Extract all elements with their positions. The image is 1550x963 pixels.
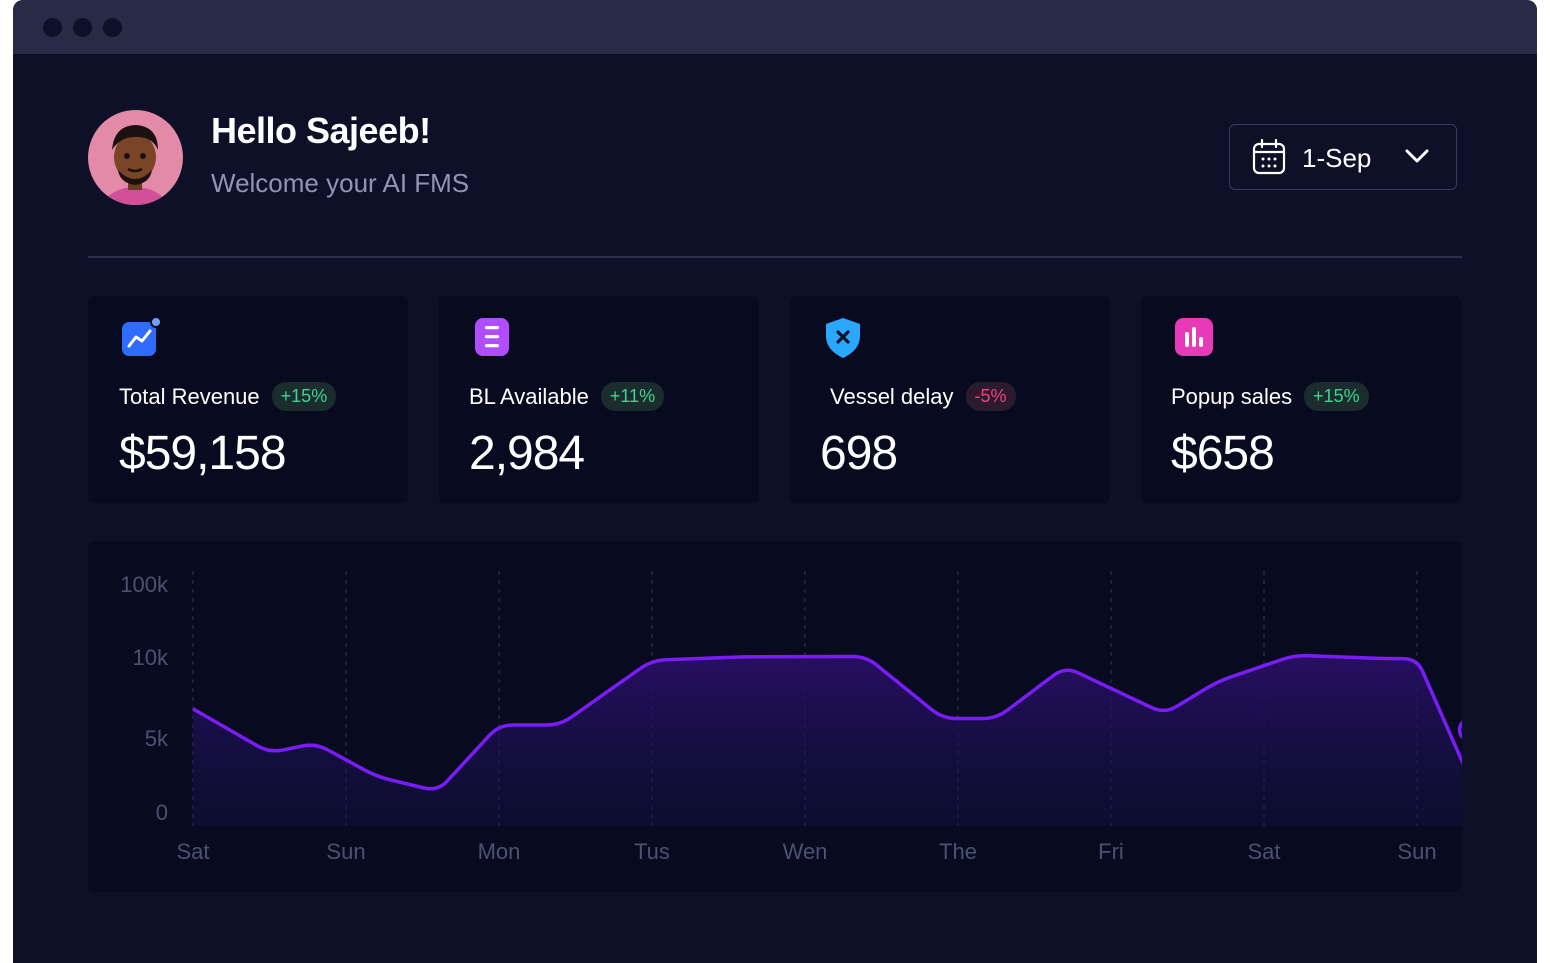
maximize-window-button[interactable] [103, 18, 122, 37]
calendar-icon [1252, 139, 1286, 175]
x-tick-label: Tus [634, 839, 670, 864]
x-tick-label: Fri [1098, 839, 1124, 864]
x-tick-label: Sat [1247, 839, 1280, 864]
area-fill [193, 655, 1462, 826]
activity-chart: 100k 10k 5k 0 Sat Sun Mon Tus Wen The Fri Sat Sun [88, 541, 1462, 892]
stat-value: 2,984 [469, 427, 585, 480]
y-tick-label: 10k [133, 645, 169, 670]
stat-value: $59,158 [119, 427, 287, 480]
header-divider [88, 256, 1462, 258]
x-tick-label: Sat [176, 839, 209, 864]
y-tick-label: 100k [120, 572, 169, 597]
date-picker-value: 1-Sep [1302, 143, 1372, 173]
trend-chart-icon [122, 318, 162, 356]
date-picker[interactable]: 1-Sep [1229, 124, 1457, 190]
stat-label-text: Popup sales [1171, 383, 1293, 409]
x-tick-label: Mon [478, 839, 521, 864]
chevron-down-icon [1405, 149, 1429, 163]
stat-label-text: Total Revenue [119, 383, 260, 409]
avatar-illustration [101, 125, 169, 205]
stat-card-bl-available[interactable]: BL Available +11% 2,984 [439, 296, 759, 503]
shield-x-icon [826, 318, 860, 358]
x-tick-label: Sun [326, 839, 365, 864]
x-tick-label: Wen [783, 839, 828, 864]
greeting-heading: Hello Sajeeb! [211, 110, 431, 151]
stat-card-total-revenue[interactable]: Total Revenue +15% $59,158 [88, 296, 408, 503]
y-tick-label: 0 [156, 800, 168, 825]
activity-chart-svg: 100k 10k 5k 0 Sat Sun Mon Tus Wen The Fri Sat Sun [120, 571, 1462, 864]
stat-card-vessel-delay[interactable]: Vessel delay -5% 698 [790, 296, 1110, 503]
minimize-window-button[interactable] [73, 18, 92, 37]
highlight-point-marker[interactable] [1457, 719, 1462, 741]
change-badge: +15% [1304, 382, 1369, 411]
welcome-subtitle: Welcome your AI FMS [211, 168, 470, 198]
stat-label: Total Revenue +15% [119, 382, 337, 411]
change-badge: +11% [600, 382, 665, 411]
stat-card-popup-sales[interactable]: Popup sales +15% $658 [1141, 296, 1461, 503]
close-window-button[interactable] [43, 18, 62, 37]
stat-label-text: Vessel delay [830, 383, 954, 409]
y-tick-label: 5k [145, 726, 169, 751]
stat-label: BL Available +11% [469, 382, 665, 411]
x-tick-label: The [939, 839, 977, 864]
stat-label: Popup sales +15% [1171, 382, 1369, 411]
stat-label-text: BL Available [469, 383, 589, 409]
stat-value: 698 [820, 427, 898, 480]
x-tick-label: Sun [1397, 839, 1436, 864]
avatar[interactable] [88, 110, 183, 205]
document-icon [475, 318, 509, 356]
change-badge: +15% [271, 382, 337, 411]
app-window: Hello Sajeeb! Welcome your AI FMS 1-Sep … [13, 0, 1537, 963]
change-badge: -5% [965, 382, 1016, 411]
series-line [192, 653, 1462, 791]
stat-value: $658 [1171, 427, 1275, 480]
bar-chart-icon [1175, 318, 1213, 356]
stat-label: Vessel delay -5% [830, 382, 1016, 411]
title-bar [13, 0, 1537, 54]
